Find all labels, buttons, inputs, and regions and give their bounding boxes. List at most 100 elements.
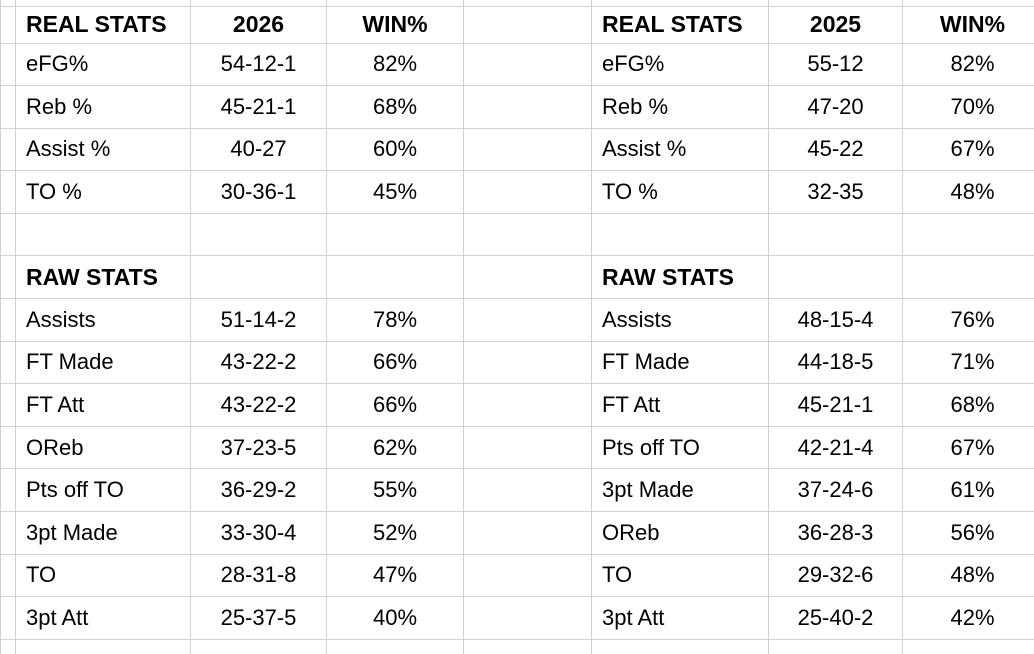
stat-record-cell[interactable]: 54-12-1 xyxy=(191,43,327,87)
empty-cell[interactable] xyxy=(191,213,327,257)
stat-win-cell[interactable]: 70% xyxy=(903,86,1034,129)
stat-label-cell[interactable]: OReb xyxy=(16,426,191,470)
stat-record-cell[interactable]: 32-35 xyxy=(769,171,903,214)
empty-cell[interactable] xyxy=(1,213,16,257)
stat-label-cell[interactable]: Pts off TO xyxy=(16,469,191,513)
stat-label-cell[interactable]: Pts off TO xyxy=(592,426,769,470)
empty-cell[interactable] xyxy=(1,43,16,87)
empty-cell[interactable] xyxy=(464,639,592,654)
stat-label-cell[interactable]: TO % xyxy=(16,171,191,214)
empty-cell[interactable] xyxy=(16,213,191,257)
empty-cell[interactable] xyxy=(464,554,592,598)
stat-record-cell[interactable]: 36-28-3 xyxy=(769,512,903,555)
stat-record-cell[interactable]: 33-30-4 xyxy=(191,512,327,555)
stat-record-cell[interactable]: 45-21-1 xyxy=(769,384,903,427)
real-stats-header-cell[interactable]: REAL STATS xyxy=(16,7,191,44)
stat-record-cell[interactable]: 36-29-2 xyxy=(191,469,327,513)
empty-cell[interactable] xyxy=(903,0,1034,7)
win-pct-header-cell[interactable]: WIN% xyxy=(327,7,464,44)
stat-label-cell[interactable]: FT Made xyxy=(592,341,769,385)
stat-label-cell[interactable]: TO xyxy=(16,554,191,598)
stat-record-cell[interactable]: 40-27 xyxy=(191,128,327,172)
empty-cell[interactable] xyxy=(464,597,592,640)
stat-win-cell[interactable]: 78% xyxy=(327,299,464,342)
stat-record-cell[interactable]: 45-21-1 xyxy=(191,86,327,129)
stat-win-cell[interactable]: 67% xyxy=(903,129,1034,172)
stat-record-cell[interactable]: 47-20 xyxy=(769,86,903,129)
stat-win-cell[interactable]: 60% xyxy=(327,128,464,172)
stat-record-cell[interactable]: 25-37-5 xyxy=(191,597,327,640)
win-pct-header-cell[interactable]: WIN% xyxy=(903,7,1034,44)
stat-win-cell[interactable]: 68% xyxy=(327,86,464,129)
stat-record-cell[interactable]: 30-36-1 xyxy=(191,171,327,214)
empty-cell[interactable] xyxy=(1,554,16,598)
empty-cell[interactable] xyxy=(1,256,16,300)
stat-win-cell[interactable]: 82% xyxy=(327,43,464,87)
empty-cell[interactable] xyxy=(592,0,769,7)
real-stats-header-cell[interactable]: REAL STATS xyxy=(592,7,769,44)
empty-cell[interactable] xyxy=(769,213,903,257)
stat-win-cell[interactable]: 67% xyxy=(903,427,1034,470)
stat-win-cell[interactable]: 66% xyxy=(327,384,464,427)
year-header-cell[interactable]: 2026 xyxy=(191,7,327,44)
stat-label-cell[interactable]: FT Att xyxy=(16,384,191,427)
stat-label-cell[interactable]: eFG% xyxy=(16,43,191,87)
stat-label-cell[interactable]: Assists xyxy=(592,299,769,342)
stat-label-cell[interactable]: 3pt Made xyxy=(592,469,769,513)
empty-cell[interactable] xyxy=(464,426,592,470)
stat-win-cell[interactable]: 40% xyxy=(327,597,464,640)
stat-label-cell[interactable]: eFG% xyxy=(592,43,769,87)
year-header-cell[interactable]: 2025 xyxy=(769,7,903,44)
stat-win-cell[interactable]: 42% xyxy=(903,597,1034,640)
empty-cell[interactable] xyxy=(1,299,16,342)
empty-cell[interactable] xyxy=(903,256,1034,300)
empty-cell[interactable] xyxy=(464,7,592,44)
stat-label-cell[interactable]: 3pt Made xyxy=(16,512,191,555)
stat-win-cell[interactable]: 76% xyxy=(903,299,1034,342)
stat-record-cell[interactable]: 43-22-2 xyxy=(191,384,327,427)
empty-cell[interactable] xyxy=(592,639,769,654)
stat-label-cell[interactable]: Assist % xyxy=(592,128,769,172)
empty-cell[interactable] xyxy=(1,171,16,214)
stat-record-cell[interactable]: 25-40-2 xyxy=(769,597,903,640)
empty-cell[interactable] xyxy=(1,384,16,427)
stat-record-cell[interactable]: 29-32-6 xyxy=(769,554,903,598)
empty-cell[interactable] xyxy=(1,0,16,7)
empty-cell[interactable] xyxy=(464,213,592,257)
empty-cell[interactable] xyxy=(464,384,592,427)
empty-cell[interactable] xyxy=(327,256,464,300)
stat-label-cell[interactable]: 3pt Att xyxy=(592,597,769,640)
stat-label-cell[interactable]: FT Att xyxy=(592,384,769,427)
stat-win-cell[interactable]: 55% xyxy=(327,469,464,513)
stat-win-cell[interactable]: 66% xyxy=(327,341,464,385)
stat-record-cell[interactable]: 45-22 xyxy=(769,128,903,172)
empty-cell[interactable] xyxy=(191,639,327,654)
empty-cell[interactable] xyxy=(191,0,327,7)
stat-win-cell[interactable]: 56% xyxy=(903,512,1034,555)
empty-cell[interactable] xyxy=(1,597,16,640)
stat-label-cell[interactable]: FT Made xyxy=(16,341,191,385)
stat-record-cell[interactable]: 43-22-2 xyxy=(191,341,327,385)
empty-cell[interactable] xyxy=(903,214,1034,257)
stat-record-cell[interactable]: 37-24-6 xyxy=(769,469,903,513)
stat-win-cell[interactable]: 61% xyxy=(903,469,1034,513)
stat-win-cell[interactable]: 62% xyxy=(327,426,464,470)
stat-record-cell[interactable]: 28-31-8 xyxy=(191,554,327,598)
stat-win-cell[interactable]: 52% xyxy=(327,512,464,555)
empty-cell[interactable] xyxy=(464,469,592,513)
stat-record-cell[interactable]: 51-14-2 xyxy=(191,299,327,342)
empty-cell[interactable] xyxy=(769,256,903,300)
empty-cell[interactable] xyxy=(16,639,191,654)
empty-cell[interactable] xyxy=(191,256,327,300)
stat-label-cell[interactable]: 3pt Att xyxy=(16,597,191,640)
stat-win-cell[interactable]: 48% xyxy=(903,555,1034,598)
empty-cell[interactable] xyxy=(903,640,1034,654)
empty-cell[interactable] xyxy=(1,639,16,654)
empty-cell[interactable] xyxy=(327,213,464,257)
empty-cell[interactable] xyxy=(592,213,769,257)
empty-cell[interactable] xyxy=(769,639,903,654)
empty-cell[interactable] xyxy=(1,128,16,172)
stat-win-cell[interactable]: 82% xyxy=(903,44,1034,87)
empty-cell[interactable] xyxy=(464,86,592,129)
empty-cell[interactable] xyxy=(327,0,464,7)
